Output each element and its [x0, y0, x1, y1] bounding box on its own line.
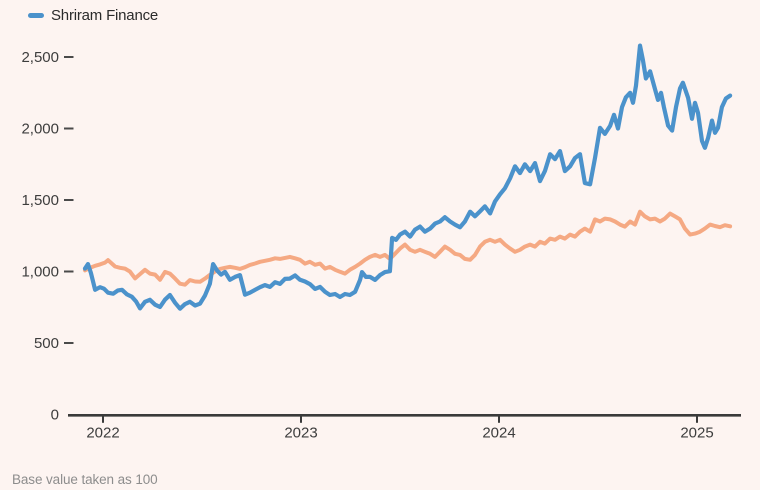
x-tick-label: 2025 — [680, 425, 713, 442]
x-tick-label: 2022 — [86, 425, 119, 442]
y-tick-label: 1,000 — [21, 264, 59, 281]
y-tick-label: 500 — [34, 335, 59, 352]
y-tick-label: 1,500 — [21, 192, 59, 209]
x-tick-label: 2023 — [284, 425, 317, 442]
chart-legend: Shriram Finance — [28, 7, 158, 24]
x-tick-label: 2024 — [482, 425, 515, 442]
legend-line-swatch-icon — [28, 13, 44, 18]
series-line-1 — [82, 43, 733, 311]
y-tick-label: 2,000 — [21, 121, 59, 138]
base-value-note: Base value taken as 100 — [12, 472, 158, 487]
series-line-0 — [83, 209, 733, 287]
y-tick-label: 2,500 — [21, 49, 59, 66]
legend-label: Shriram Finance — [51, 7, 159, 24]
y-tick-label: 0 — [51, 407, 59, 424]
